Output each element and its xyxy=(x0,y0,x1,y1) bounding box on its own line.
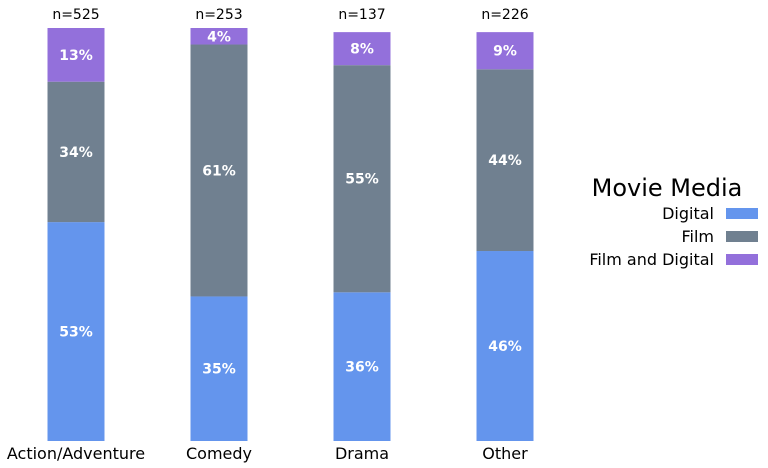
legend-swatch-digital xyxy=(726,208,758,219)
data-label-drama-film: 55% xyxy=(345,172,379,188)
bar-drama-film xyxy=(333,65,391,293)
bar-other-film-and-digital xyxy=(476,32,534,70)
data-label-other-film: 44% xyxy=(488,153,522,169)
data-label-other-film-and-digital: 9% xyxy=(493,44,517,60)
data-label-drama-digital: 36% xyxy=(345,360,379,376)
data-label-action-adventure-digital: 53% xyxy=(59,325,93,341)
legend-label-film: Film xyxy=(681,227,714,246)
data-label-action-adventure-film-and-digital: 13% xyxy=(59,48,93,64)
count-label-drama: n=137 xyxy=(338,7,385,23)
bar-comedy-digital xyxy=(190,296,248,441)
legend-item-film-and-digital: Film and Digital xyxy=(578,248,758,271)
data-label-action-adventure-film: 34% xyxy=(59,145,93,161)
data-label-comedy-film-and-digital: 4% xyxy=(207,29,231,45)
bar-other-digital xyxy=(476,251,534,441)
bar-drama-digital xyxy=(333,292,391,441)
legend-title: Movie Media xyxy=(591,174,743,202)
data-label-other-digital: 46% xyxy=(488,339,522,355)
x-tick-label-drama: Drama xyxy=(335,444,389,463)
x-tick-label-comedy: Comedy xyxy=(186,444,252,463)
count-label-other: n=226 xyxy=(481,7,528,23)
legend-swatch-film xyxy=(726,231,758,242)
legend-item-digital: Digital xyxy=(578,202,758,225)
bar-comedy-film-and-digital xyxy=(190,28,248,45)
legend: Movie Media Digital Film Film and Digita… xyxy=(578,174,758,271)
bar-other-film xyxy=(476,69,534,252)
bar-comedy-film xyxy=(190,44,248,297)
legend-label-film-and-digital: Film and Digital xyxy=(589,250,714,269)
legend-item-film: Film xyxy=(578,225,758,248)
data-label-comedy-digital: 35% xyxy=(202,362,236,378)
data-label-comedy-film: 61% xyxy=(202,163,236,179)
legend-label-digital: Digital xyxy=(662,204,714,223)
bar-drama-film-and-digital xyxy=(333,32,391,66)
bar-action-adventure-digital xyxy=(47,222,105,441)
x-tick-label-other: Other xyxy=(482,444,528,463)
bar-action-adventure-film-and-digital xyxy=(47,28,105,82)
count-label-comedy: n=253 xyxy=(195,7,242,23)
legend-swatch-film-and-digital xyxy=(726,254,758,265)
count-label-action-adventure: n=525 xyxy=(52,7,99,23)
bar-action-adventure-film xyxy=(47,81,105,223)
x-tick-label-action-adventure: Action/Adventure xyxy=(7,444,145,463)
data-label-drama-film-and-digital: 8% xyxy=(350,42,374,58)
